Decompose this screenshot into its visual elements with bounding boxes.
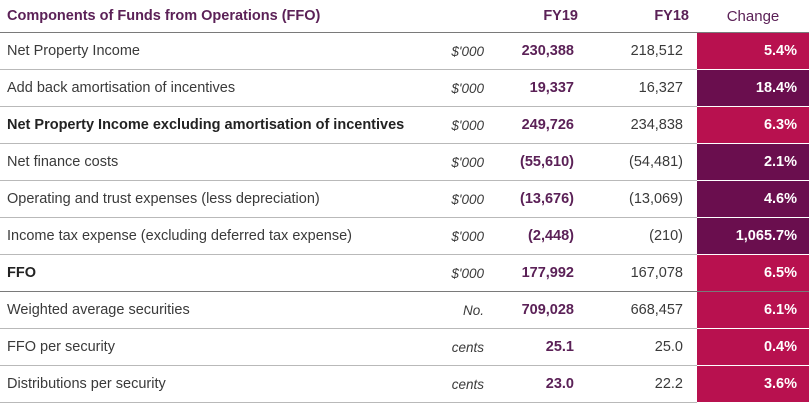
row-fy18-value: 22.2 (586, 365, 697, 403)
table-row-ffo-per-security: FFO per security cents 25.1 25.0 0.4% (0, 328, 809, 366)
row-change-badge: 6.1% (697, 291, 809, 329)
row-fy18-value: 167,078 (586, 254, 697, 292)
row-unit: No. (438, 291, 488, 329)
row-fy18-value: 218,512 (586, 32, 697, 70)
unit-column-header (438, 0, 488, 33)
row-fy18-value: 16,327 (586, 69, 697, 107)
row-label: Income tax expense (excluding deferred t… (0, 217, 438, 255)
row-fy18-value: 25.0 (586, 328, 697, 366)
row-unit: cents (438, 328, 488, 366)
row-fy19-value: 709,028 (488, 291, 586, 329)
table-row-distributions-per-security: Distributions per security cents 23.0 22… (0, 365, 809, 403)
table-row-net-property-income: Net Property Income $'000 230,388 218,51… (0, 32, 809, 70)
table-title: Components of Funds from Operations (FFO… (0, 0, 438, 33)
table-row-npi-excluding-amortisation: Net Property Income excluding amortisati… (0, 106, 809, 144)
row-fy19-value: 230,388 (488, 32, 586, 70)
row-label: Weighted average securities (0, 291, 438, 329)
table-header-row: Components of Funds from Operations (FFO… (0, 0, 809, 33)
row-fy19-value: 249,726 (488, 106, 586, 144)
row-unit: cents (438, 365, 488, 403)
row-unit: $'000 (438, 217, 488, 255)
table-row-operating-expenses: Operating and trust expenses (less depre… (0, 180, 809, 218)
row-unit: $'000 (438, 143, 488, 181)
table-row-net-finance-costs: Net finance costs $'000 (55,610) (54,481… (0, 143, 809, 181)
row-fy19-value: 19,337 (488, 69, 586, 107)
row-change-badge: 5.4% (697, 32, 809, 70)
row-change-badge: 1,065.7% (697, 217, 809, 255)
row-unit: $'000 (438, 32, 488, 70)
table-row-weighted-average-securities: Weighted average securities No. 709,028 … (0, 291, 809, 329)
row-fy19-value: 25.1 (488, 328, 586, 366)
row-label: Net Property Income (0, 32, 438, 70)
row-label: FFO per security (0, 328, 438, 366)
row-fy18-value: (13,069) (586, 180, 697, 218)
row-fy19-value: (13,676) (488, 180, 586, 218)
row-change-badge: 6.3% (697, 106, 809, 144)
fy19-column-header: FY19 (488, 0, 586, 33)
row-change-badge: 0.4% (697, 328, 809, 366)
row-fy19-value: (55,610) (488, 143, 586, 181)
row-unit: $'000 (438, 180, 488, 218)
row-change-badge: 3.6% (697, 365, 809, 403)
table-row-ffo: FFO $'000 177,992 167,078 6.5% (0, 254, 809, 292)
row-label: Distributions per security (0, 365, 438, 403)
change-column-header: Change (697, 0, 809, 33)
table-row-income-tax: Income tax expense (excluding deferred t… (0, 217, 809, 255)
row-fy18-value: (54,481) (586, 143, 697, 181)
row-unit: $'000 (438, 69, 488, 107)
row-unit: $'000 (438, 106, 488, 144)
table-row-amortisation: Add back amortisation of incentives $'00… (0, 69, 809, 107)
row-label: Net Property Income excluding amortisati… (0, 106, 438, 144)
row-label: FFO (0, 254, 438, 292)
row-label: Add back amortisation of incentives (0, 69, 438, 107)
row-change-badge: 2.1% (697, 143, 809, 181)
row-fy19-value: 23.0 (488, 365, 586, 403)
row-fy19-value: (2,448) (488, 217, 586, 255)
row-label: Net finance costs (0, 143, 438, 181)
row-change-badge: 18.4% (697, 69, 809, 107)
row-fy18-value: (210) (586, 217, 697, 255)
row-fy19-value: 177,992 (488, 254, 586, 292)
row-unit: $'000 (438, 254, 488, 292)
row-fy18-value: 668,457 (586, 291, 697, 329)
row-fy18-value: 234,838 (586, 106, 697, 144)
row-label: Operating and trust expenses (less depre… (0, 180, 438, 218)
row-change-badge: 6.5% (697, 254, 809, 292)
row-change-badge: 4.6% (697, 180, 809, 218)
fy18-column-header: FY18 (586, 0, 697, 33)
